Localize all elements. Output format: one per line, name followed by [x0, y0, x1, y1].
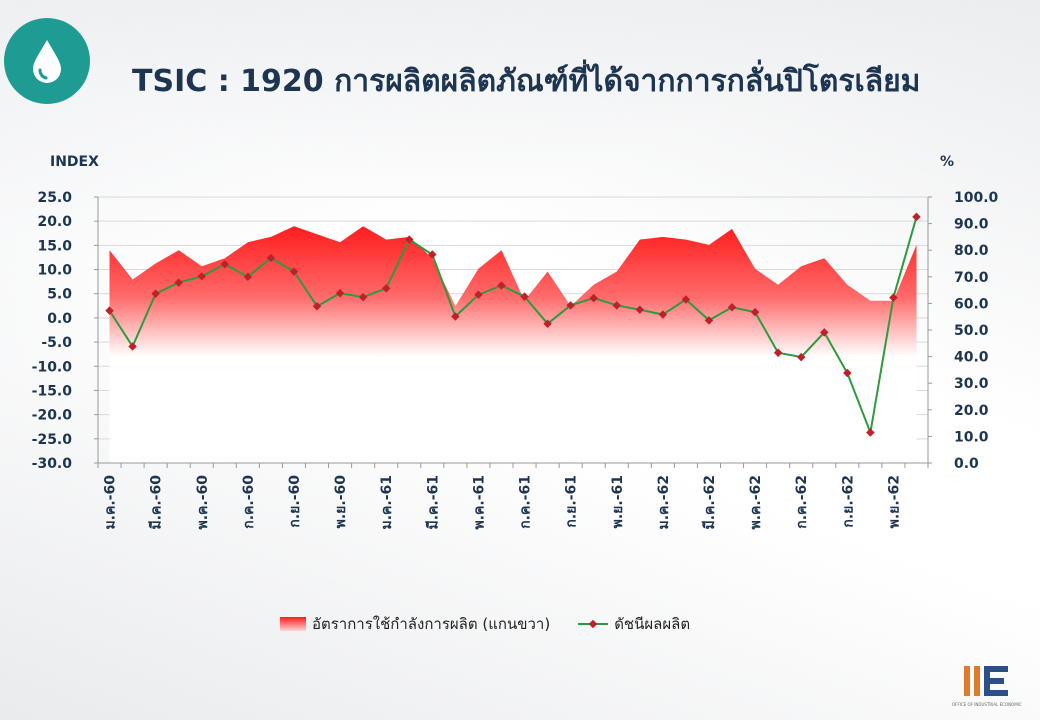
- index-point: [727, 303, 737, 312]
- x-tick-label: พ.ย.-61: [610, 475, 626, 528]
- x-tick-label: พ.ค.-61: [471, 475, 487, 530]
- x-tick-label: พ.ค.-62: [748, 475, 764, 530]
- legend-item-index: ดัชนีผลผลิต: [578, 612, 690, 636]
- y-right-tick-label: 10.0: [954, 429, 989, 445]
- index-point: [589, 293, 598, 303]
- index-point: [428, 250, 437, 259]
- index-point: [704, 316, 714, 325]
- index-point: [658, 310, 668, 319]
- index-point: [197, 272, 206, 281]
- axes: [94, 196, 932, 468]
- index-point: [243, 272, 253, 282]
- y-left-tick-label: 25.0: [37, 190, 72, 206]
- y-right-tick-label: 100.0: [954, 190, 999, 206]
- x-tick-label: พ.ย.-62: [886, 475, 902, 528]
- index-point: [543, 319, 552, 328]
- legend: อัตราการใช้กำลังการผลิต (แกนขวา) ดัชนีผล…: [280, 612, 750, 636]
- y-right-tick-label: 0.0: [954, 456, 979, 472]
- x-tick-label: ก.ย.-62: [840, 475, 856, 528]
- y-left-tick-label: -30.0: [32, 456, 73, 472]
- y-left-tick-label: 10.0: [37, 263, 72, 279]
- index-point: [773, 348, 783, 357]
- x-tick-label: ก.ย.-60: [287, 475, 303, 528]
- y-right-tick-label: 50.0: [954, 323, 989, 339]
- index-point: [220, 259, 230, 269]
- x-tick-label: ก.ค.-62: [794, 475, 810, 529]
- x-tick-label: มี.ค.-62: [702, 475, 718, 530]
- oie-logo-icon: [950, 662, 1020, 712]
- index-point: [105, 306, 114, 315]
- y-right-tick-label: 90.0: [954, 217, 989, 233]
- x-tick-label: ก.ค.-61: [518, 475, 534, 529]
- x-tick-label: ก.ค.-60: [241, 475, 257, 529]
- index-point: [566, 301, 575, 310]
- capacity-area: [109, 226, 917, 463]
- index-point: [843, 368, 852, 378]
- y-left-tick-label: -25.0: [32, 432, 73, 448]
- legend-label-capacity: อัตราการใช้กำลังการผลิต (แกนขวา): [312, 615, 551, 633]
- index-point: [451, 312, 460, 321]
- legend-item-capacity: อัตราการใช้กำลังการผลิต (แกนขวา): [280, 612, 550, 636]
- index-point: [335, 289, 345, 298]
- index-point: [520, 292, 529, 301]
- index-point: [289, 267, 299, 276]
- footer-org-text: OFFICE OF INDUSTRIAL ECONOMICS: [952, 702, 1022, 707]
- index-line: [108, 216, 918, 437]
- index-point: [796, 352, 806, 362]
- index-point: [889, 293, 898, 302]
- y-right-tick-label: 80.0: [954, 243, 989, 259]
- index-point: [750, 307, 760, 317]
- legend-swatch-area: [280, 617, 306, 631]
- y-right-tick-label: 70.0: [954, 270, 989, 286]
- page-title: TSIC : 1920 การผลิตผลิตภัณฑ์ที่ได้จากการ…: [132, 64, 921, 99]
- y-left-tick-label: 15.0: [37, 238, 72, 254]
- legend-label-index: ดัชนีผลผลิต: [614, 615, 691, 633]
- y-right-tick-label: 30.0: [954, 376, 989, 392]
- x-tick-label: มี.ค.-61: [425, 475, 441, 530]
- x-tick-label: ม.ค.-60: [103, 475, 119, 530]
- water-drop-icon: [4, 18, 90, 104]
- y-left-tick-label: -20.0: [32, 408, 73, 424]
- tick-labels: 25.0 20.0 15.0 10.0 5.0 0.0 -5.0 -10.0 -15.0 -20.…: [32, 190, 999, 530]
- y-left-tick-label: -5.0: [41, 335, 72, 351]
- index-point: [681, 295, 691, 304]
- index-point: [866, 428, 875, 437]
- index-point: [381, 284, 391, 293]
- y-left-tick-label: -15.0: [32, 383, 73, 399]
- index-point: [358, 292, 368, 302]
- index-point: [405, 235, 414, 244]
- x-tick-label: มี.ค.-60: [149, 475, 165, 530]
- y-right-tick-label: 20.0: [954, 403, 989, 419]
- x-tick-label: ม.ค.-61: [379, 475, 395, 530]
- index-point: [174, 278, 183, 287]
- x-tick-label: ม.ค.-62: [656, 475, 672, 530]
- y-right-tick-label: 40.0: [954, 350, 989, 366]
- index-point: [612, 301, 621, 310]
- legend-swatch-line: [578, 617, 609, 631]
- y-left-tick-label: -10.0: [32, 359, 73, 375]
- y-right-tick-label: 60.0: [954, 296, 989, 312]
- area-series: [109, 226, 917, 463]
- y-left-axis-title: INDEX: [50, 154, 99, 170]
- index-point: [912, 212, 921, 222]
- y-left-tick-label: 20.0: [37, 214, 72, 230]
- index-point: [635, 305, 645, 314]
- index-point: [474, 290, 483, 299]
- index-point: [151, 289, 160, 298]
- y-left-tick-label: 0.0: [47, 311, 72, 327]
- x-tick-label: พ.ค.-60: [195, 475, 211, 530]
- index-point: [497, 281, 506, 290]
- index-point: [128, 342, 137, 351]
- index-point: [820, 328, 829, 337]
- x-tick-label: ก.ย.-61: [564, 475, 580, 528]
- y-right-axis-title: %: [940, 154, 954, 170]
- x-tick-label: พ.ย.-60: [333, 475, 349, 529]
- line-series: [105, 212, 921, 437]
- index-point: [312, 302, 322, 311]
- y-left-tick-label: 5.0: [47, 287, 72, 303]
